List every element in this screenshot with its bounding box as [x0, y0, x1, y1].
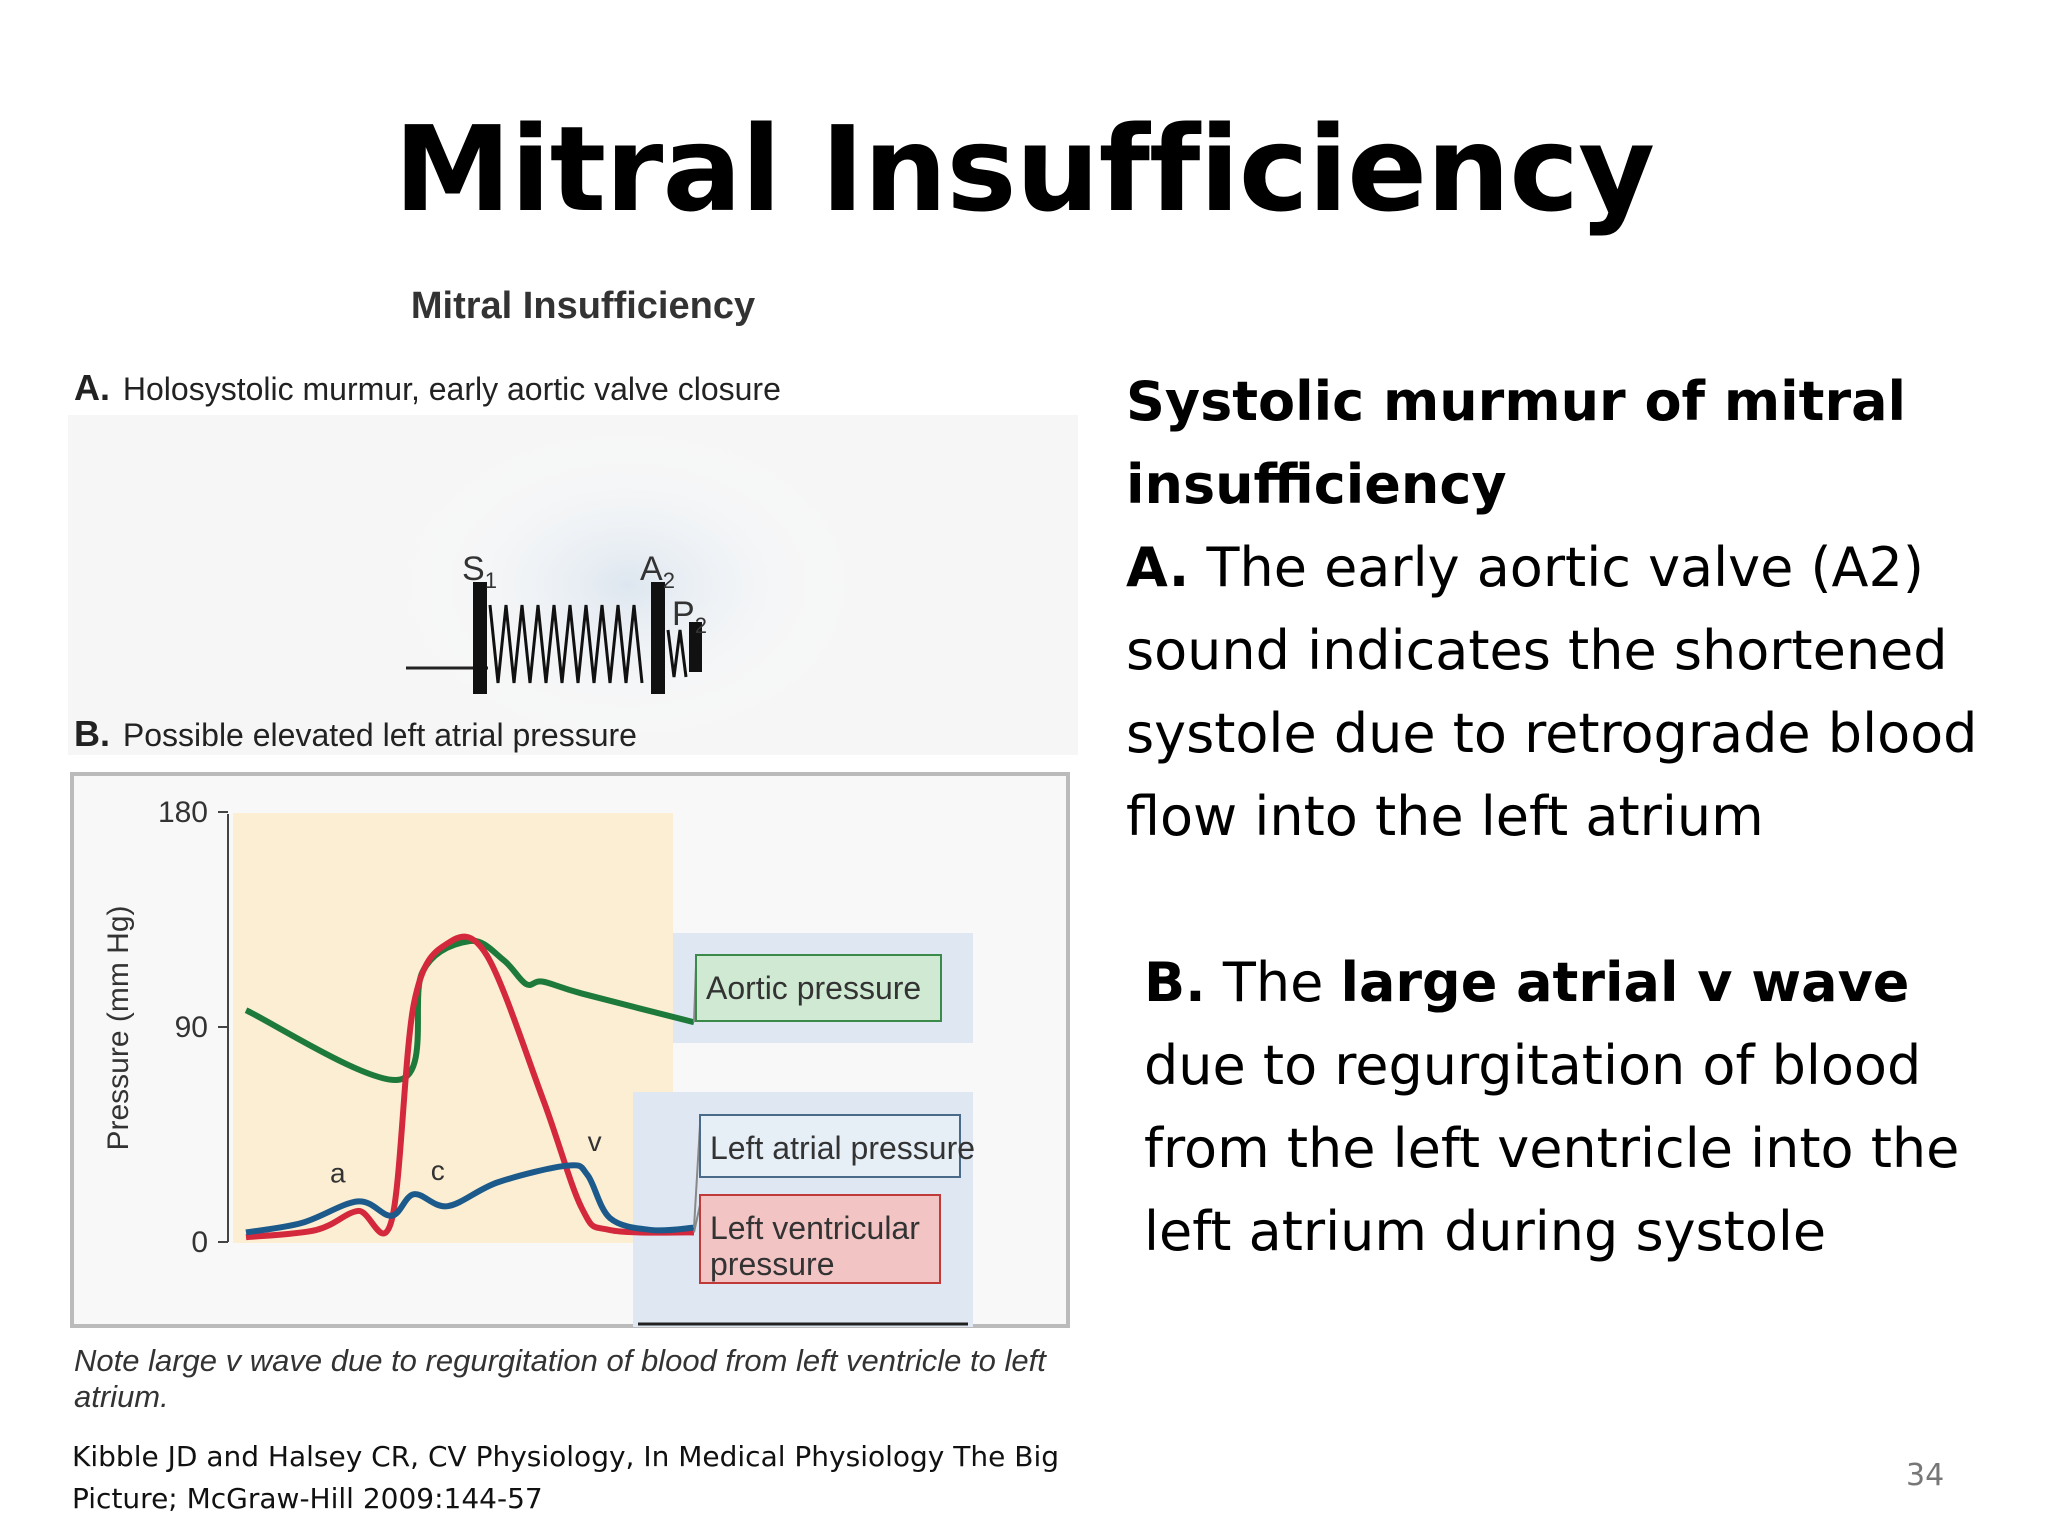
y-tick-label: 0	[191, 1226, 208, 1259]
a2-bar	[651, 582, 665, 694]
citation: Kibble JD and Halsey CR, CV Physiology, …	[72, 1440, 1059, 1515]
panel-a-letter: A.	[74, 367, 110, 408]
explanation-b-bold: large atrial v wave	[1340, 951, 1910, 1014]
legend-box-left-ventricular-pressure	[699, 1194, 941, 1284]
panel-a-text: Holosystolic murmur, early aortic valve …	[122, 371, 781, 407]
spacer	[1126, 858, 2026, 941]
murmur-diagram: S1 A2 P2	[68, 415, 1078, 755]
figure: Mitral Insufficiency A. Holosystolic mur…	[68, 285, 1078, 1435]
explanation-b-letter: B.	[1144, 951, 1206, 1014]
explanation-a: A. The early aortic valve (A2) sound ind…	[1126, 526, 2026, 858]
y-ticks: 180 90 0	[158, 796, 228, 1259]
legend-label-left-ventricular-pressure: Left ventricular pressure	[710, 1210, 920, 1282]
a2-label: A2	[640, 550, 675, 593]
panel-a-label: A. Holosystolic murmur, early aortic val…	[74, 367, 781, 409]
legend-label-aortic-pressure: Aortic pressure	[706, 970, 921, 1006]
figure-note: Note large v wave due to regurgitation o…	[74, 1343, 1046, 1414]
wave-annotations: a c v	[330, 1126, 602, 1188]
p2-bar	[689, 622, 702, 672]
s1-label: S1	[462, 550, 497, 593]
panel-b-text: Possible elevated left atrial pressure	[122, 717, 637, 753]
explanation-heading: Systolic murmur of mitral insufficiency	[1126, 370, 1907, 516]
legend-label-left-atrial-pressure: Left atrial pressure	[710, 1130, 975, 1166]
panel-b-label: B. Possible elevated left atrial pressur…	[74, 713, 637, 755]
series-lines	[244, 933, 695, 1241]
y-axis-label: Pressure (mm Hg)	[102, 905, 135, 1150]
panel-a-glow	[388, 420, 868, 750]
y-tick-label: 90	[175, 1011, 208, 1044]
series-aortic-pressure	[244, 937, 695, 1083]
series-left-ventricular-pressure	[245, 933, 695, 1241]
panel-b-letter: B.	[74, 713, 110, 754]
p2-waveform	[666, 629, 688, 678]
explanation-a-text: The early aortic valve (A2) sound indica…	[1126, 536, 1978, 848]
slide-number: 34	[1906, 1458, 1945, 1493]
murmur-waveform	[488, 604, 644, 684]
pressure-chart: 180 90 0 Pressure (mm Hg) a c v Aortic press…	[70, 772, 1070, 1328]
s1-bar	[473, 582, 487, 694]
explanation-b-pre: The	[1205, 951, 1341, 1014]
explanation-b: B. The large atrial v wave due to regurg…	[1126, 941, 2026, 1273]
explanation-text: Systolic murmur of mitral insufficiency …	[1126, 360, 2026, 1273]
legend-box-aortic-pressure	[695, 954, 942, 1022]
wave-label-a: a	[330, 1157, 346, 1188]
wave-label-c: c	[431, 1155, 445, 1186]
y-tick-label: 180	[158, 796, 208, 829]
p2-label: P2	[672, 595, 707, 638]
wave-label-v: v	[588, 1126, 602, 1157]
series-left-atrial-pressure	[245, 1162, 695, 1236]
legend-box-left-atrial-pressure	[699, 1114, 961, 1178]
slide-title: Mitral Insufficiency	[393, 100, 1655, 238]
legend: Aortic pressure Left atrial pressure Left …	[693, 954, 975, 1284]
systole-shading	[233, 813, 673, 1243]
explanation-b-post: due to regurgitation of blood from the l…	[1144, 1034, 1960, 1263]
explanation-a-letter: A.	[1126, 536, 1190, 599]
figure-title: Mitral Insufficiency	[410, 285, 756, 327]
